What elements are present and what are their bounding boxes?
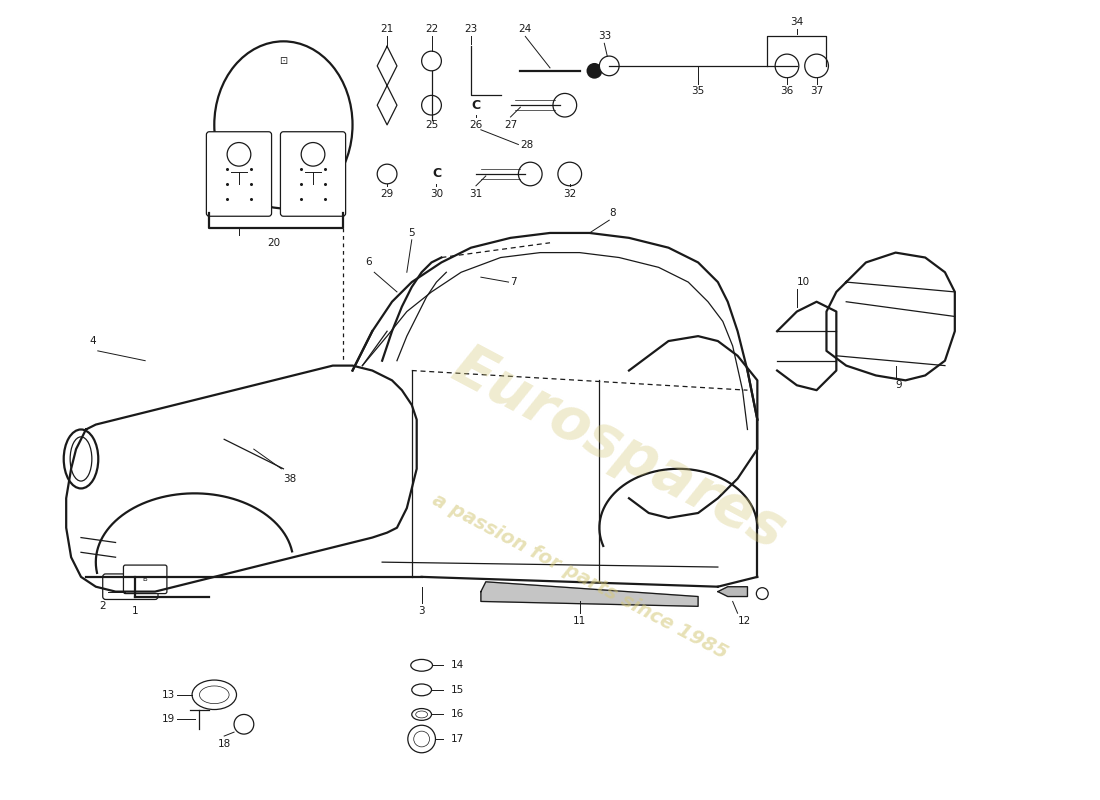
Ellipse shape: [411, 684, 431, 696]
Text: 20: 20: [267, 238, 280, 248]
Ellipse shape: [214, 42, 352, 208]
Circle shape: [558, 162, 582, 186]
Text: 11: 11: [573, 616, 586, 626]
Text: C: C: [432, 167, 441, 181]
Text: 7: 7: [510, 277, 517, 287]
Text: 28: 28: [520, 139, 534, 150]
Text: 1: 1: [132, 606, 139, 616]
Text: 29: 29: [381, 189, 394, 198]
Text: 26: 26: [470, 120, 483, 130]
Text: 8: 8: [609, 208, 616, 218]
Text: 17: 17: [451, 734, 464, 744]
Circle shape: [553, 94, 576, 117]
FancyBboxPatch shape: [123, 565, 167, 594]
Text: 12: 12: [738, 616, 751, 626]
Ellipse shape: [410, 659, 432, 671]
Text: 3: 3: [418, 606, 425, 616]
Ellipse shape: [64, 430, 98, 489]
Polygon shape: [718, 586, 748, 597]
Text: 10: 10: [796, 277, 810, 287]
Circle shape: [757, 588, 768, 599]
Ellipse shape: [192, 680, 236, 710]
Text: 23: 23: [464, 25, 477, 34]
Text: 24: 24: [519, 25, 532, 34]
Text: Eurospares: Eurospares: [442, 338, 795, 561]
Text: 31: 31: [470, 189, 483, 198]
Circle shape: [377, 164, 397, 184]
Text: 6: 6: [365, 258, 372, 267]
Ellipse shape: [411, 709, 431, 720]
Text: 32: 32: [563, 189, 576, 198]
Circle shape: [234, 714, 254, 734]
Text: 14: 14: [451, 660, 464, 670]
Text: 36: 36: [780, 86, 793, 95]
Circle shape: [421, 95, 441, 115]
Text: a passion for parts since 1985: a passion for parts since 1985: [429, 490, 730, 663]
Ellipse shape: [199, 686, 229, 704]
Text: 22: 22: [425, 25, 438, 34]
Circle shape: [776, 54, 799, 78]
FancyBboxPatch shape: [280, 132, 345, 216]
Text: 13: 13: [162, 690, 175, 700]
Text: 27: 27: [504, 120, 517, 130]
Text: 33: 33: [597, 31, 611, 42]
FancyBboxPatch shape: [102, 574, 158, 599]
Text: 15: 15: [451, 685, 464, 695]
Text: 2: 2: [99, 602, 106, 611]
Text: B: B: [143, 576, 147, 582]
Circle shape: [586, 63, 603, 78]
Circle shape: [408, 726, 436, 753]
Text: 19: 19: [162, 714, 175, 724]
Text: 18: 18: [218, 739, 231, 749]
FancyBboxPatch shape: [207, 132, 272, 216]
Text: 35: 35: [692, 86, 705, 95]
Text: 38: 38: [284, 474, 297, 484]
Text: 30: 30: [430, 189, 443, 198]
Circle shape: [301, 142, 324, 166]
Circle shape: [518, 162, 542, 186]
Ellipse shape: [416, 711, 428, 718]
Circle shape: [414, 731, 429, 747]
Text: 9: 9: [895, 380, 902, 390]
Circle shape: [421, 51, 441, 71]
Circle shape: [805, 54, 828, 78]
Text: 25: 25: [425, 120, 438, 130]
Polygon shape: [481, 582, 698, 606]
Circle shape: [600, 56, 619, 76]
Text: 16: 16: [451, 710, 464, 719]
Text: 37: 37: [810, 86, 823, 95]
Text: ⊡: ⊡: [279, 56, 287, 66]
Text: 34: 34: [790, 17, 803, 26]
Ellipse shape: [70, 437, 92, 481]
Text: C: C: [472, 98, 481, 112]
Circle shape: [227, 142, 251, 166]
Text: 5: 5: [408, 228, 415, 238]
Text: 4: 4: [89, 336, 96, 346]
Text: 21: 21: [381, 25, 394, 34]
